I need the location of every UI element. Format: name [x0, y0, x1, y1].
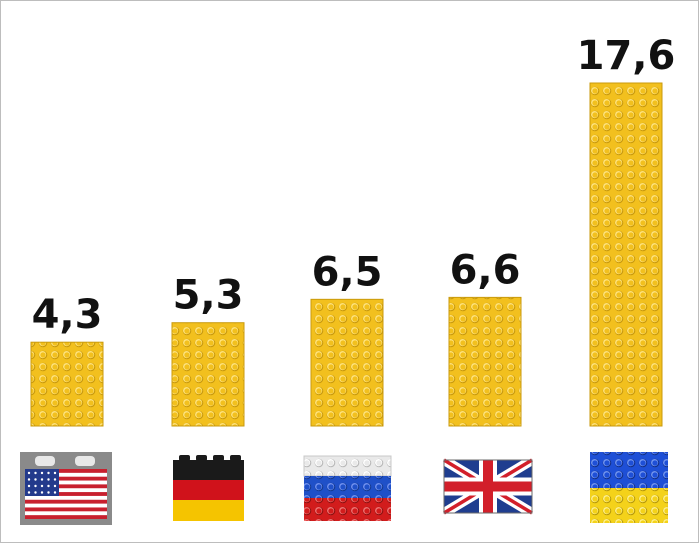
value-label-usa: 4,3: [32, 292, 103, 338]
flag-usa-brick: [20, 452, 112, 525]
value-label-germany: 5,3: [173, 273, 244, 319]
flag-uk-brick: [441, 455, 535, 518]
bar-russia: [310, 298, 384, 427]
flag-ukraine-brick: [590, 452, 668, 523]
flag-germany-brick: [173, 455, 244, 521]
flag-russia-brick: [303, 455, 392, 521]
bar-germany: [171, 322, 245, 427]
value-label-uk: 6,6: [450, 247, 521, 293]
bar-uk: [448, 296, 522, 427]
bar-ukraine: [589, 82, 663, 427]
bar-usa: [30, 341, 104, 427]
value-label-russia: 6,5: [312, 249, 383, 295]
value-label-ukraine: 17,6: [577, 33, 676, 79]
